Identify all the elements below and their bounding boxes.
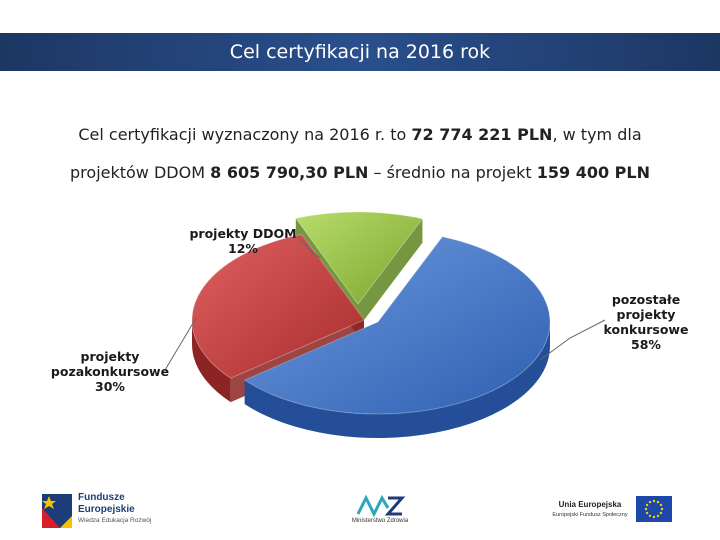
ue-line2: Europejski Fundusz Społeczny <box>552 512 628 518</box>
ddom-label-name: projekty DDOM <box>189 226 297 241</box>
title-bar: Cel certyfikacji na 2016 rok <box>0 33 720 71</box>
slice-konkursowe-side <box>244 322 551 438</box>
slice-pozakonkursowe-side <box>192 320 231 403</box>
fe-line3: Wiedza Edukacja Rozwój <box>78 517 152 524</box>
fundusze-europejskie-icon <box>42 494 72 528</box>
eu-star <box>660 507 664 511</box>
eu-star <box>652 499 656 503</box>
ddom-leader-line <box>297 236 321 259</box>
eu-star <box>644 507 648 511</box>
intro-total-amount: 72 774 221 PLN <box>411 125 553 144</box>
konk-label: pozostałe projekty konkursowe 58% <box>596 292 696 352</box>
slice-ddom <box>294 211 424 305</box>
eu-star <box>645 503 649 507</box>
intro-ddom-amount: 8 605 790,30 PLN <box>210 163 369 182</box>
intro-line2-prefix: projektów DDOM <box>70 163 211 182</box>
intro-line1-suffix: , w tym dla <box>552 125 642 144</box>
pozak-leader-line <box>164 317 197 371</box>
intro-line1-prefix: Cel certyfikacji wyznaczony na 2016 r. t… <box>78 125 412 144</box>
konk-label-line1: pozostałe <box>611 292 681 307</box>
eu-star <box>656 514 660 518</box>
eu-star <box>659 503 663 507</box>
pozak-label-pct: 30% <box>95 379 125 394</box>
intro-line-2: projektów DDOM 8 605 790,30 PLN – średni… <box>30 163 690 182</box>
eu-flag-icon <box>636 496 672 522</box>
intro-line2-middle: – średnio na projekt <box>368 163 537 182</box>
konk-label-line2: projekty <box>616 307 676 322</box>
eu-star <box>645 511 649 515</box>
slice-ddom-cut-1 <box>358 218 423 328</box>
ue-line1: Unia Europejska <box>558 500 622 509</box>
slice-konkursowe <box>243 236 551 415</box>
eu-star <box>652 515 656 519</box>
eu-star <box>648 500 652 504</box>
eu-logo: Unia Europejska Europejski Fundusz Społe… <box>548 494 678 526</box>
fe-line2: Europejskie <box>78 504 135 515</box>
ddom-label: projekty DDOM 12% <box>180 226 306 256</box>
mz-icon <box>356 494 406 518</box>
fe-line1: Fundusze <box>78 492 125 503</box>
konk-label-line3: konkursowe <box>603 322 689 337</box>
intro-average-amount: 159 400 PLN <box>536 163 650 182</box>
ddom-label-pct: 12% <box>228 241 258 256</box>
fundusze-europejskie-logo: Fundusze Europejskie Wiedza Edukacja Roz… <box>40 490 170 530</box>
konk-label-pct: 58% <box>631 337 661 352</box>
mz-caption: Ministerstwo Zdrowia <box>351 518 409 524</box>
pozak-label-line1: projekty <box>80 349 140 364</box>
page-title: Cel certyfikacji na 2016 rok <box>229 41 491 63</box>
eu-star <box>656 500 660 504</box>
pozak-label: projekty pozakonkursowe 30% <box>45 349 175 394</box>
ministerstwo-zdrowia-logo: Ministerstwo Zdrowia <box>340 494 420 530</box>
slice-pozakonkursowe <box>191 233 365 379</box>
pozak-label-line2: pozakonkursowe <box>50 364 170 379</box>
eu-star <box>659 511 663 515</box>
eu-star <box>648 514 652 518</box>
intro-line-1: Cel certyfikacji wyznaczony na 2016 r. t… <box>30 125 690 144</box>
konk-leader-line <box>539 319 606 361</box>
